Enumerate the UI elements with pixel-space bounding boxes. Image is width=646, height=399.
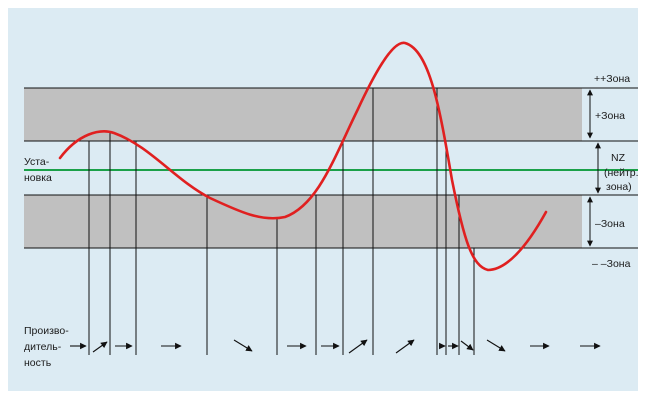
zone-label-minus: –Зона [595, 218, 625, 230]
setpoint-label-line-1: Уста- [24, 156, 50, 168]
up-right-arrow-icon [92, 341, 108, 353]
control-variable-curve [58, 41, 548, 272]
down-right-arrow-icon [233, 339, 253, 352]
zone-label-minus-minus: – –Зона [592, 258, 631, 270]
nz-label-line-3: зона) [606, 181, 632, 193]
positive-zone-band [24, 88, 582, 141]
zone-label-plus: +Зона [595, 110, 625, 122]
crossing-lines [88, 88, 475, 355]
setpoint-label-line-2: новка [24, 172, 52, 184]
zone-label-plus-plus: ++Зона [594, 73, 630, 85]
performance-label-line-2: дитель- [24, 341, 62, 353]
performance-label-line-3: ность [24, 357, 52, 369]
nz-label-line-2: (нейтр. [604, 167, 639, 179]
negative-zone-band [24, 195, 582, 248]
up-right-arrow-icon [395, 339, 415, 354]
zone-brackets [587, 89, 601, 247]
up-right-arrow-icon [348, 339, 368, 354]
nz-label-line-1: NZ [611, 152, 626, 164]
down-right-arrow-icon [460, 340, 474, 351]
down-right-arrow-icon [486, 339, 506, 352]
performance-label-line-1: Произво- [24, 325, 69, 337]
performance-arrows [70, 339, 601, 354]
